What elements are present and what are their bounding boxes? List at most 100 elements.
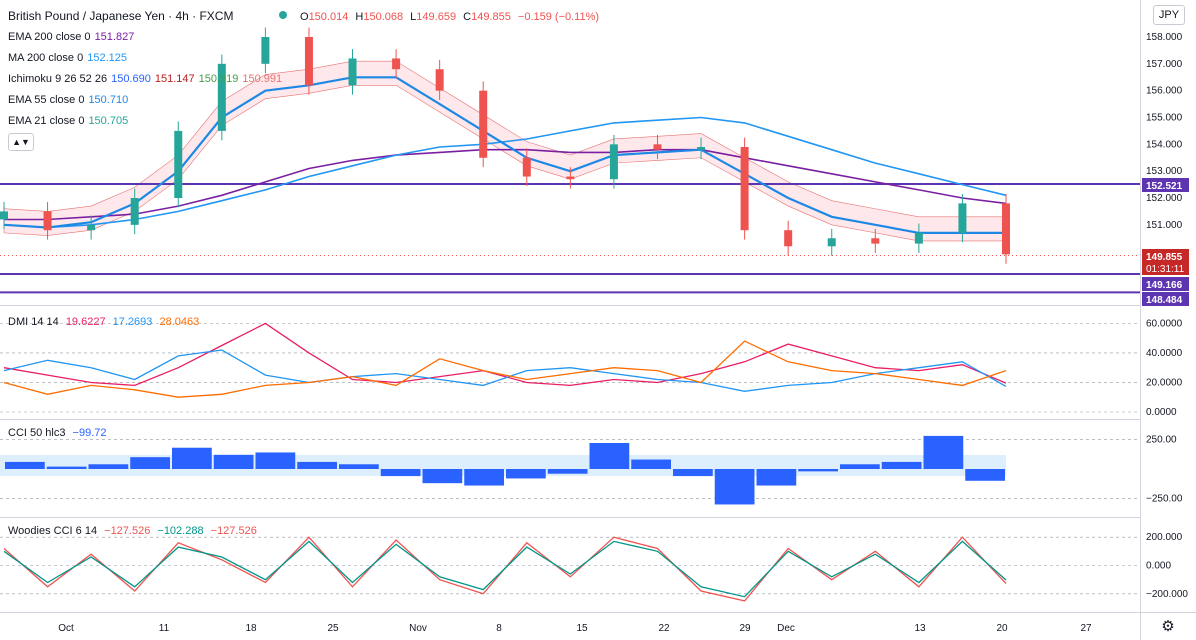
dmi-label: DMI 14 14 19.6227 17.2693 28.0463 [8, 316, 199, 328]
woodies-label: Woodies CCI 6 14 −127.526 −102.288 −127.… [8, 525, 257, 537]
o-value: 150.014 [309, 11, 349, 23]
candle [609, 134, 618, 189]
cci-pane-tick-1: −250.00 [1146, 494, 1183, 505]
cloud-area [3, 60, 1007, 242]
cci-bar [714, 469, 755, 505]
candle [740, 137, 749, 240]
collapse-legend-button[interactable]: ▲▼ [8, 133, 34, 151]
candle [174, 121, 183, 208]
cci-bar [172, 447, 212, 469]
candle [479, 81, 488, 168]
candle [217, 54, 226, 141]
gear-icon[interactable]: ⚙ [1161, 618, 1175, 635]
time-tick-5: 8 [496, 623, 502, 634]
cci-bar [547, 469, 588, 474]
candle [697, 137, 706, 160]
dmi-pane [0, 322, 1140, 413]
price-tag-last: 149.855 01:31:11 [1142, 249, 1189, 275]
cci-bar [213, 454, 254, 469]
c-label: C [463, 11, 471, 23]
dmi-legend[interactable]: DMI 14 14 19.6227 17.2693 28.0463 [8, 316, 199, 328]
price-tag-level-top: 152.521 [1142, 178, 1189, 192]
cci-bar [923, 435, 964, 469]
cci-bar [88, 464, 129, 469]
candle [914, 223, 923, 254]
cci-bar [881, 461, 922, 469]
candle [827, 228, 836, 256]
woodies-pane-tick-0: 200.000 [1146, 532, 1183, 543]
cci-bar [965, 469, 1005, 481]
indicator-legend-0: EMA 200 close 0 151.827 [8, 31, 134, 43]
price-tick-7: 151.000 [1146, 220, 1183, 231]
indicator-legend-3: EMA 55 close 0 150.710 [8, 94, 128, 106]
woodies-legend[interactable]: Woodies CCI 6 14 −127.526 −102.288 −127.… [8, 525, 257, 537]
cci-pane [0, 435, 1140, 505]
candle [784, 220, 793, 256]
candle [304, 27, 313, 95]
time-tick-6: 15 [576, 623, 588, 634]
indicator-legend-1: MA 200 close 0 152.125 [8, 52, 127, 64]
cci-bar [422, 469, 463, 484]
change-value: −0.159 (−0.11%) [518, 11, 599, 23]
dmi-pane-tick-0: 60.0000 [1146, 318, 1183, 329]
candle [871, 228, 880, 254]
cci-bar [130, 457, 170, 469]
candle [958, 193, 967, 243]
cci-legend[interactable]: CCI 50 hlc3 −99.72 [8, 427, 107, 439]
time-tick-1: 11 [159, 623, 170, 634]
time-axis[interactable]: Oct 11 18 25 Nov 8 15 22 29 Dec 13 20 27 [58, 623, 1092, 634]
time-tick-2: 18 [245, 623, 257, 634]
indicator-legend[interactable]: EMA 200 close 0 151.827 MA 200 close 0 152.… [8, 31, 282, 127]
time-tick-8: 29 [739, 623, 751, 634]
h-label: H [355, 11, 363, 23]
candle [1002, 193, 1010, 264]
chart-header: British Pound / Japanese Yen · 4h · FXCM… [8, 9, 599, 23]
ichimoku-cloud [3, 60, 1007, 242]
h-value: 150.068 [363, 11, 403, 23]
time-tick-0: Oct [58, 623, 74, 634]
dmi-pane-series-2 [3, 340, 1007, 398]
o-label: O [300, 11, 309, 23]
price-tick-6: 152.000 [1146, 193, 1183, 204]
moving-average-lines [3, 76, 1007, 234]
countdown-text: 01:31:11 [1146, 264, 1185, 275]
time-tick-4: Nov [409, 623, 427, 634]
candle [130, 188, 139, 235]
currency-button[interactable]: JPY [1153, 5, 1185, 25]
time-tick-3: 25 [327, 623, 339, 634]
cci-bar [840, 464, 880, 469]
cci-pane-tick-0: 250.00 [1146, 434, 1177, 445]
ma-line-2 [3, 76, 1006, 234]
symbol-title: British Pound / Japanese Yen · 4h · FXCM [8, 9, 233, 23]
candle [87, 215, 96, 240]
cci-bar [464, 469, 504, 486]
market-status-icon [279, 11, 287, 19]
cci-bar [255, 452, 296, 469]
candle [435, 59, 444, 101]
cci-bar [673, 469, 713, 477]
indicator-legend-4: EMA 21 close 0 150.705 [8, 115, 128, 127]
woodies-pane-series-1 [3, 540, 1007, 598]
price-axis[interactable]: 158.000 157.000 156.000 155.000 154.000 153.0… [1146, 32, 1183, 231]
price-tick-0: 158.000 [1146, 32, 1183, 43]
dmi-pane-tick-3: 0.0000 [1146, 407, 1177, 418]
indicator-axes: 60.0000 40.0000 20.0000 0.0000 250.00 −250.00… [1146, 318, 1188, 599]
cci-bar [589, 443, 630, 469]
candle [392, 49, 401, 79]
dmi-pane-series-1 [3, 349, 1007, 392]
cci-bar [380, 469, 421, 477]
candlestick-series [0, 27, 1010, 264]
time-tick-7: 22 [658, 623, 670, 634]
candle [348, 49, 357, 95]
woodies-pane-tick-2: −200.000 [1146, 589, 1188, 600]
price-tag-level-top-text: 152.521 [1146, 181, 1183, 192]
price-tick-4: 154.000 [1146, 139, 1183, 150]
dmi-pane-tick-2: 20.0000 [1146, 377, 1183, 388]
ma-line-0 [4, 148, 1007, 221]
candle [43, 202, 52, 240]
cci-bar [756, 469, 797, 486]
candle [522, 148, 531, 186]
time-tick-10: 13 [914, 623, 926, 634]
